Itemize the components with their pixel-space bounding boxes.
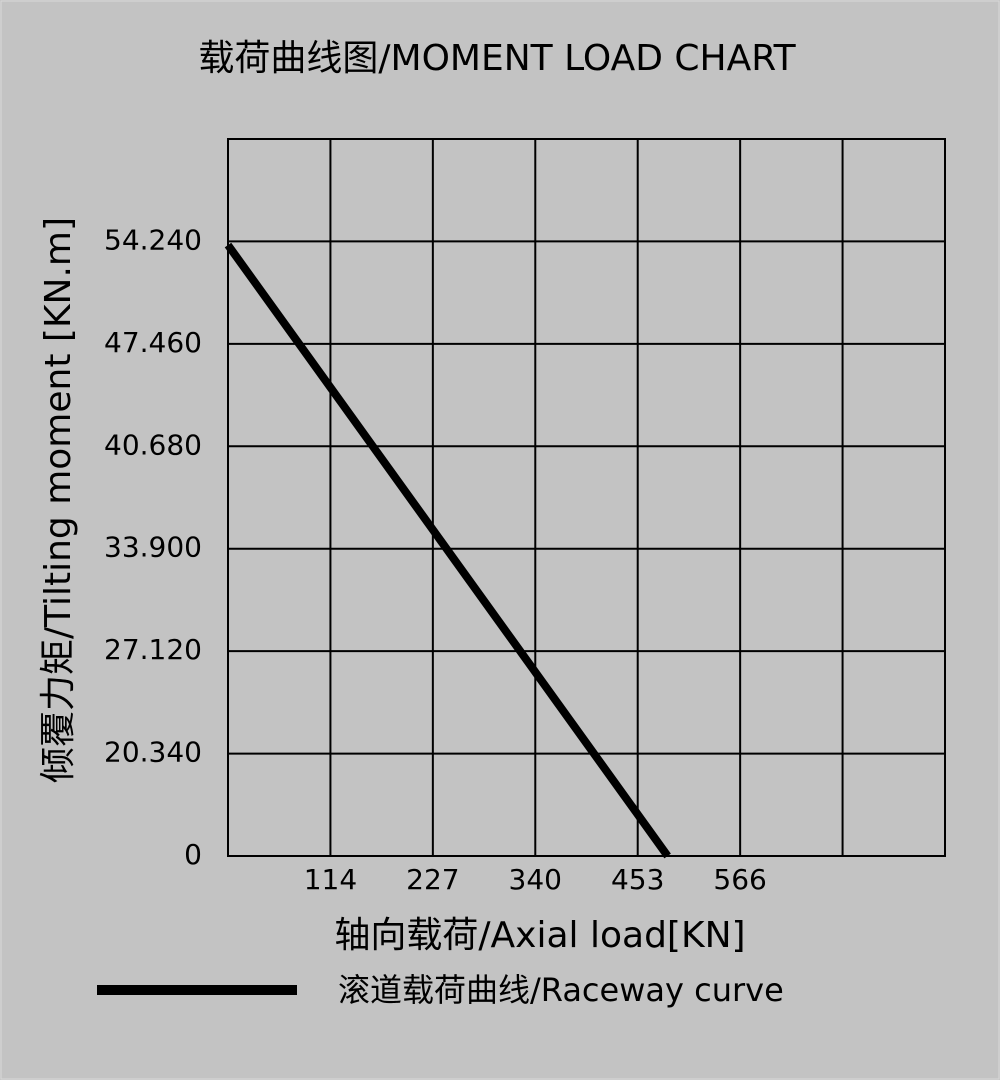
x-tick-label: 227 [406, 863, 459, 896]
y-tick-label: 33.900 [104, 531, 202, 564]
x-axis-label: 轴向载荷/Axial load[KN] [334, 915, 745, 956]
x-tick-label: 340 [509, 863, 562, 896]
legend-label: 滚道载荷曲线/Raceway curve [338, 971, 784, 1009]
chart-title: 载荷曲线图/MOMENT LOAD CHART [198, 38, 796, 79]
x-tick-label: 566 [713, 863, 766, 896]
x-tick-label: 114 [304, 863, 357, 896]
series-line [224, 242, 671, 859]
y-tick-label: 47.460 [104, 326, 202, 359]
x-tick-label: 453 [611, 863, 664, 896]
y-tick-label: 20.340 [104, 736, 202, 769]
y-tick-label: 40.680 [104, 428, 202, 461]
y-axis-label: 倾覆力矩/Tilting moment [KN.m] [38, 217, 79, 783]
y-tick-label: 27.120 [104, 633, 202, 666]
y-tick-label: 54.240 [104, 223, 202, 256]
y-tick-label: 0 [184, 838, 202, 871]
